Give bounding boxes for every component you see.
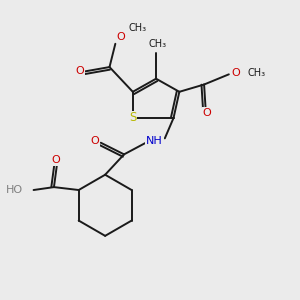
Text: O: O — [231, 68, 240, 78]
Text: CH₃: CH₃ — [128, 23, 147, 33]
Text: HO: HO — [5, 185, 22, 195]
Text: O: O — [51, 155, 60, 165]
Text: NH: NH — [146, 136, 163, 146]
Text: O: O — [90, 136, 99, 146]
Text: CH₃: CH₃ — [148, 39, 166, 50]
Text: O: O — [202, 108, 211, 118]
Text: CH₃: CH₃ — [248, 68, 266, 78]
Text: S: S — [129, 112, 136, 124]
Text: O: O — [117, 32, 125, 42]
Text: O: O — [75, 66, 84, 76]
